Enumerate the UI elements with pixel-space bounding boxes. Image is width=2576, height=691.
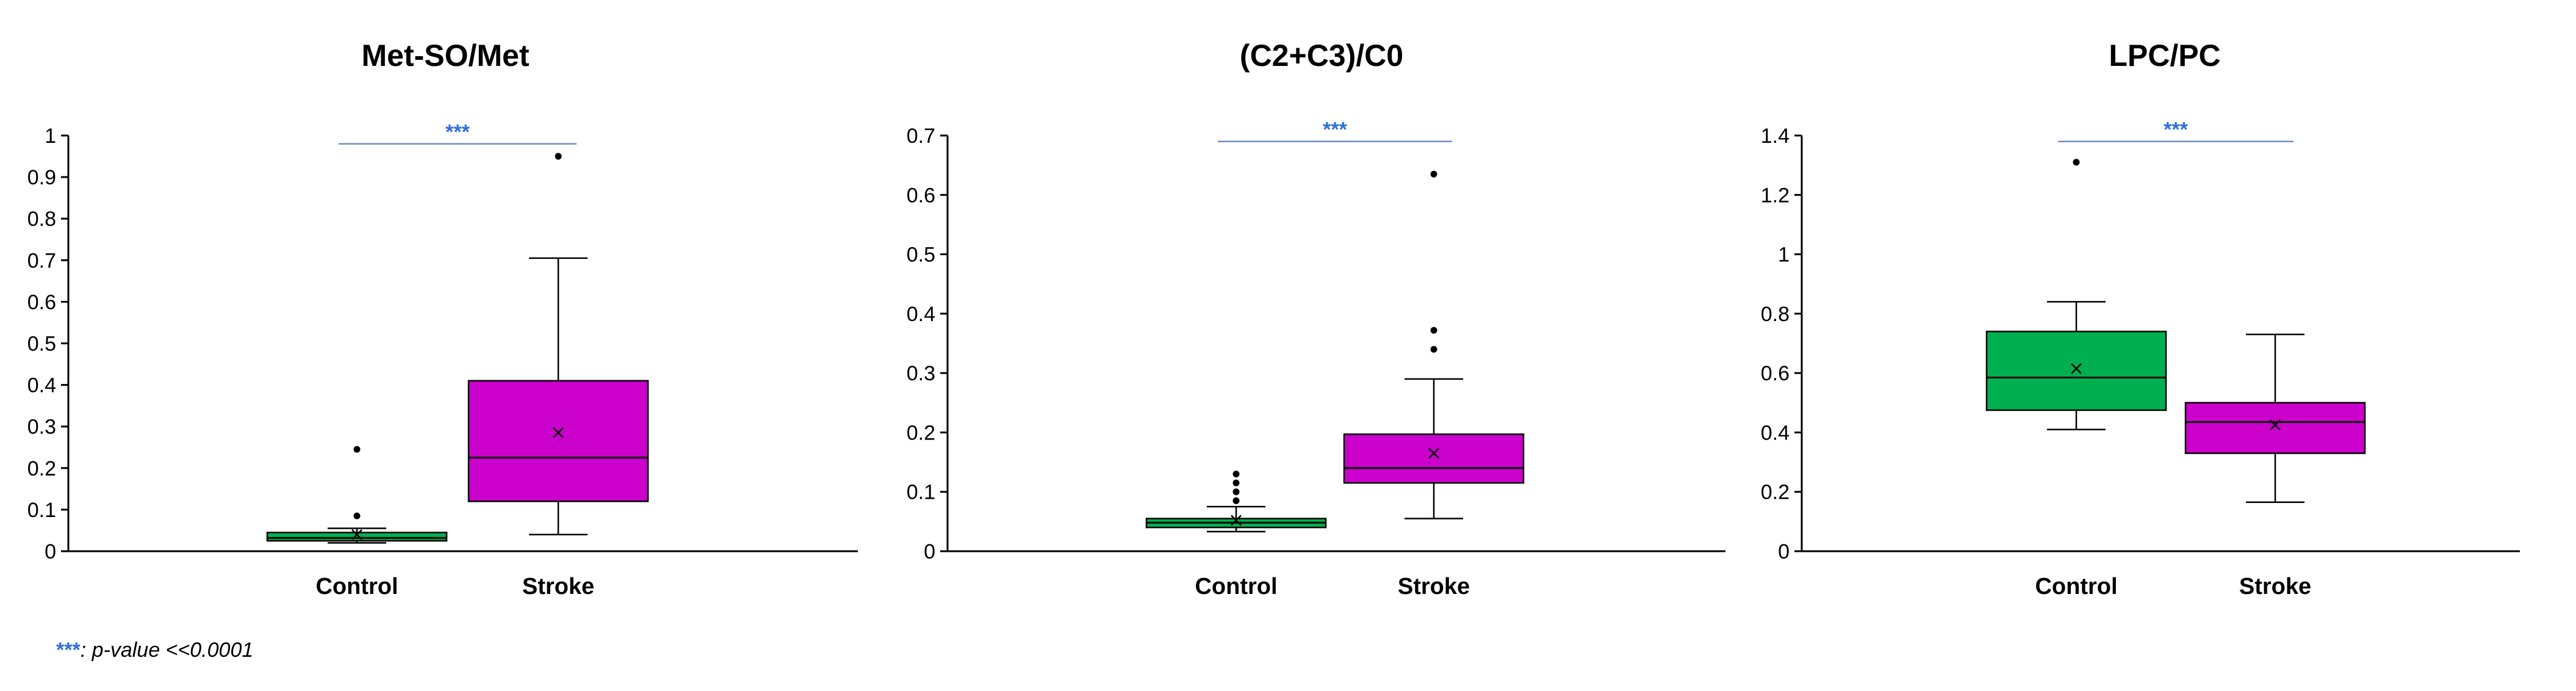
y-tick-label: 1: [45, 125, 56, 148]
outlier-point: [1430, 327, 1437, 334]
chart-panel-2: (C2+C3)/C0 0 0.1 0.2 0.3 0.4 0.5 0.6 0.7 Control S…: [907, 38, 1725, 599]
y-tick-label: 0.3: [907, 362, 935, 385]
mean-marker: [553, 427, 564, 438]
y-tick-label: 0.6: [1761, 362, 1790, 385]
y-tick-label: 0.8: [1761, 303, 1790, 326]
outlier-point: [1232, 479, 1240, 487]
outlier-point: [353, 512, 361, 519]
y-tick-label: 0.6: [907, 184, 935, 207]
significance-stars: ***: [445, 121, 470, 144]
box-control: [266, 446, 448, 544]
box-iqr: [1343, 433, 1525, 484]
y-tick-label: 0.9: [27, 166, 56, 189]
y-tick-label: 0.2: [1761, 481, 1790, 504]
y-tick-label: 0: [1778, 540, 1790, 563]
chart-panel-1: Met-SO/Met 0 0.1 0.2 0.3 0.4 0.5 0.6 0.7 0.8 0.9 1 C…: [27, 38, 858, 599]
chart-panel-3: LPC/PC 0 0.2 0.4 0.6 0.8 1 1.2 1.4 Control Stroke *…: [1761, 38, 2520, 599]
mean-marker: [2270, 419, 2281, 431]
significance-stars: ***: [2164, 118, 2188, 142]
y-tick-label: 0.2: [907, 421, 935, 444]
y-tick-label: 0.5: [907, 244, 935, 267]
outlier-point: [555, 153, 562, 160]
y-tick-label: 0.7: [27, 249, 56, 272]
footnote: ***: p-value <<0.0001: [56, 639, 253, 662]
outlier-point: [1232, 471, 1240, 478]
category-label: Stroke: [1398, 574, 1470, 599]
y-tick-label: 1: [1778, 244, 1790, 267]
mean-marker: [351, 529, 362, 540]
y-tick-label: 0: [924, 540, 935, 563]
y-tick-label: 0.5: [27, 333, 56, 356]
outlier-point: [353, 446, 361, 453]
footnote-stars: ***: [56, 639, 81, 662]
chart-title: LPC/PC: [2109, 38, 2220, 73]
box-iqr: [1985, 330, 2167, 411]
y-tick-label: 0.7: [907, 125, 935, 148]
y-tick-label: 0.4: [27, 374, 56, 397]
category-label: Control: [1195, 574, 1277, 599]
y-tick-label: 0.8: [27, 208, 56, 231]
box-control: [1145, 471, 1327, 533]
box-control: [1985, 159, 2167, 430]
outlier-point: [1232, 497, 1240, 504]
mean-marker: [2071, 363, 2082, 374]
significance-stars: ***: [1323, 118, 1347, 142]
y-tick-label: 0.2: [27, 457, 56, 480]
mean-marker: [1231, 515, 1242, 526]
y-tick-label: 1.2: [1761, 184, 1790, 207]
category-label: Control: [315, 574, 398, 599]
category-label: Stroke: [522, 574, 594, 599]
y-tick-label: 0.4: [1761, 421, 1790, 444]
box-stroke: [1343, 170, 1525, 519]
y-tick-label: 0.6: [27, 291, 56, 314]
y-tick-label: 1.4: [1761, 125, 1790, 148]
box-iqr: [2184, 402, 2366, 454]
outlier-point: [1430, 170, 1437, 178]
outlier-point: [1232, 488, 1240, 496]
category-label: Control: [2035, 574, 2117, 599]
y-tick-label: 0.1: [27, 499, 56, 522]
chart-title: Met-SO/Met: [362, 38, 530, 73]
mean-marker: [1428, 447, 1439, 459]
y-tick-label: 0.4: [907, 303, 935, 326]
footnote-text: : p-value <<0.0001: [80, 639, 254, 662]
chart-title: (C2+C3)/C0: [1240, 38, 1403, 73]
box-iqr: [467, 380, 649, 502]
y-tick-label: 0: [45, 540, 56, 563]
box-stroke: [467, 153, 649, 536]
y-tick-label: 0.3: [27, 416, 56, 439]
outlier-point: [2073, 159, 2080, 166]
category-label: Stroke: [2239, 574, 2311, 599]
box-stroke: [2184, 333, 2366, 503]
outlier-point: [1430, 346, 1437, 353]
y-tick-label: 0.1: [907, 481, 935, 504]
